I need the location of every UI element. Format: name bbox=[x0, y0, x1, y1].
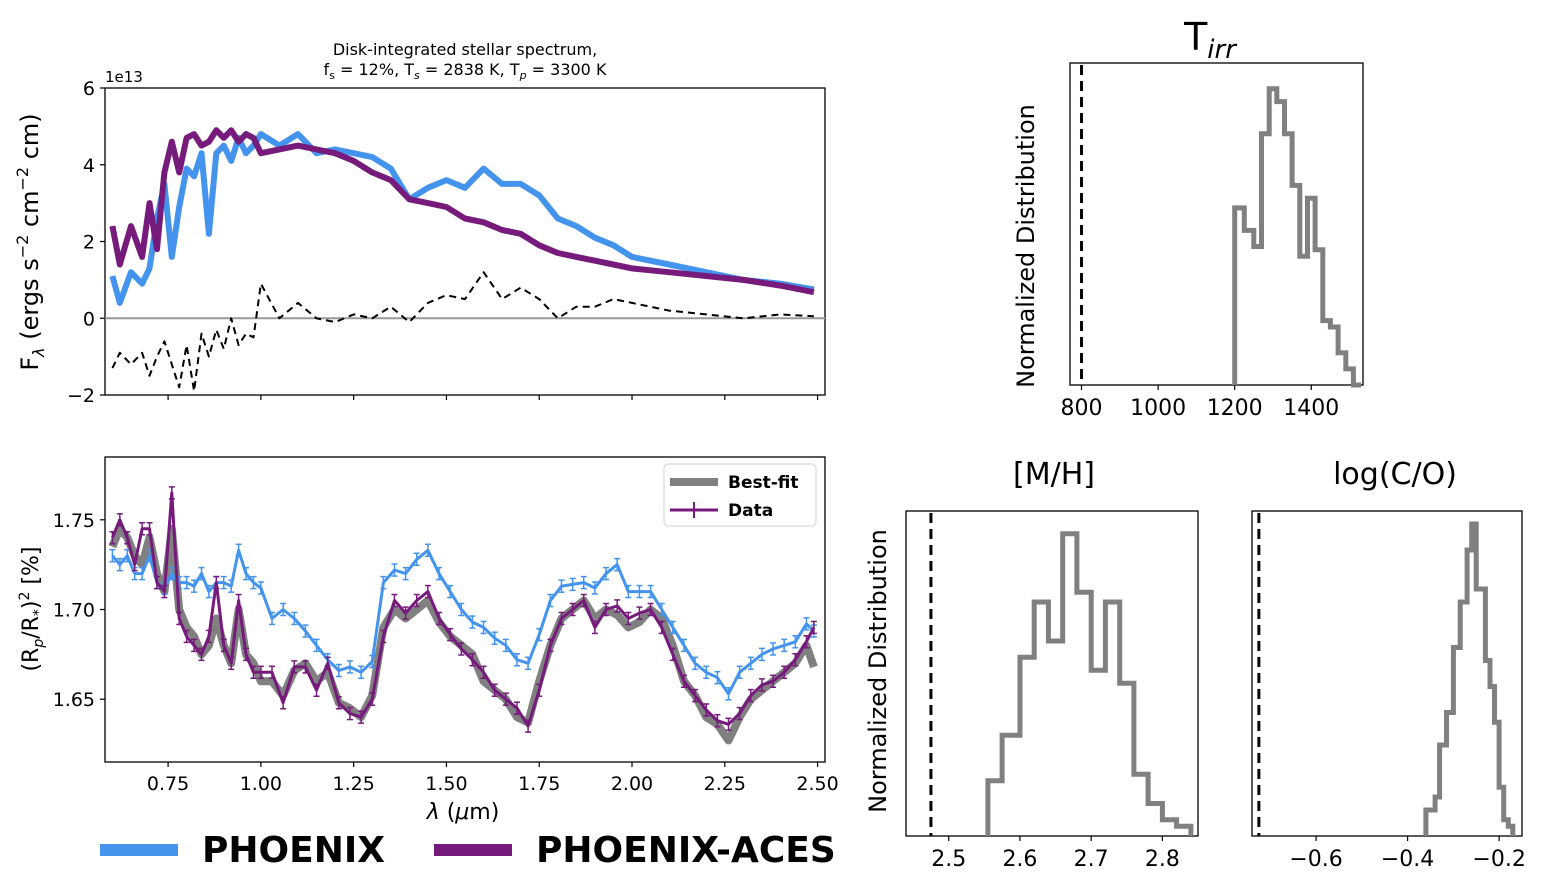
panel1-title-line2: fs = 12%, Ts = 2838 K, Tp = 3300 K bbox=[324, 60, 607, 82]
legend-bestfit-label: Best-fit bbox=[728, 473, 799, 493]
panel2-ytick-label: 1.70 bbox=[53, 600, 95, 622]
panel1-ytick-label: 4 bbox=[83, 155, 95, 177]
panel4-title: [M/H] bbox=[1013, 457, 1095, 492]
panel2-xtick-label: 2.00 bbox=[611, 773, 653, 795]
bottom-legend-aces: PHOENIX-ACES bbox=[434, 826, 836, 874]
phoenix-series-line bbox=[109, 131, 815, 306]
panel3-ylabel: Normalized Distribution bbox=[1012, 104, 1040, 388]
legend-data-label: Data bbox=[728, 501, 773, 521]
panel1-ytick-label: 2 bbox=[83, 232, 95, 254]
panel2-xtick-label: 1.75 bbox=[518, 773, 560, 795]
logco-xtick-label: −0.2 bbox=[1472, 847, 1525, 872]
panel4-ylabel: Normalized Distribution bbox=[864, 529, 892, 813]
logco-frame bbox=[1251, 510, 1523, 837]
mh-xtick-label: 2.6 bbox=[1002, 847, 1037, 872]
phoenix-legend-label: PHOENIX bbox=[202, 829, 385, 871]
metallicity-histogram-panel: [M/H] Normalized Distribution 2.5 2.6 2.7 2… bbox=[864, 457, 1199, 872]
tirr-xtick-label: 800 bbox=[1060, 396, 1102, 421]
panel2-xtick-label: 1.00 bbox=[240, 773, 282, 795]
panel2-legend: Best-fit Data bbox=[663, 463, 817, 527]
mh-frame bbox=[905, 510, 1199, 837]
panel2-xtick-label: 0.75 bbox=[147, 773, 189, 795]
tirr-xtick-label: 1200 bbox=[1207, 396, 1263, 421]
logco-histogram-panel: log(C/O) −0.6 −0.4 −0.2 bbox=[1251, 457, 1526, 872]
panel5-title: log(C/O) bbox=[1333, 457, 1457, 492]
transmission-spectrum-panel: (Rp/R*)2 [%] λ (μm) 1.65 1.70 1.75 0.75 1.00… bbox=[17, 456, 839, 825]
phoenix-swatch bbox=[100, 844, 178, 856]
panel2-ytick-label: 1.75 bbox=[53, 510, 95, 532]
panel2-xtick-label: 2.25 bbox=[704, 773, 746, 795]
panel1-title-line1: Disk-integrated stellar spectrum, bbox=[333, 40, 597, 59]
residual-series-line bbox=[111, 271, 814, 393]
panel1-offset-label: 1e13 bbox=[105, 68, 143, 86]
panel2-ylabel: (Rp/R*)2 [%] bbox=[17, 546, 47, 671]
stellar-spectrum-panel: Disk-integrated stellar spectrum, fs = 1… bbox=[13, 40, 826, 407]
bottom-legend-phoenix: PHOENIX bbox=[100, 826, 385, 874]
panel1-ytick-label: 0 bbox=[83, 308, 95, 330]
aces-series-line bbox=[109, 127, 815, 296]
tirr-histogram-panel: Tirr Normalized Distribution 800 1000 1200… bbox=[1012, 15, 1364, 421]
mh-xtick-label: 2.7 bbox=[1074, 847, 1109, 872]
tirr-xtick-label: 1000 bbox=[1130, 396, 1186, 421]
panel2-xtick-label: 1.25 bbox=[333, 773, 375, 795]
logco-xtick-label: −0.6 bbox=[1289, 847, 1342, 872]
mh-xtick-label: 2.8 bbox=[1145, 847, 1180, 872]
bestfit-series-line bbox=[108, 524, 818, 745]
mh-histogram-step bbox=[985, 531, 1194, 836]
panel3-title: Tirr bbox=[1183, 15, 1238, 65]
panel2-xtick-label: 1.50 bbox=[425, 773, 467, 795]
bottom-legend: PHOENIX PHOENIX-ACES bbox=[0, 826, 900, 874]
logco-histogram-step bbox=[1423, 521, 1516, 836]
aces-legend-label: PHOENIX-ACES bbox=[536, 829, 836, 871]
mh-xtick-label: 2.5 bbox=[931, 847, 966, 872]
panel2-ytick-label: 1.65 bbox=[53, 689, 95, 711]
panel1-ylabel: Fλ (ergs s−2 cm−2 cm) bbox=[13, 113, 48, 370]
tirr-xtick-label: 1400 bbox=[1283, 396, 1339, 421]
panel1-ytick-label: 6 bbox=[83, 78, 95, 100]
tirr-histogram-step bbox=[1232, 86, 1362, 388]
aces-swatch bbox=[434, 844, 512, 856]
logco-xtick-label: −0.4 bbox=[1381, 847, 1434, 872]
panel1-ytick-label: −2 bbox=[67, 385, 95, 407]
tirr-frame bbox=[1069, 62, 1364, 386]
panel2-xlabel: λ (μm) bbox=[426, 800, 500, 825]
panel2-xtick-label: 2.50 bbox=[796, 773, 838, 795]
